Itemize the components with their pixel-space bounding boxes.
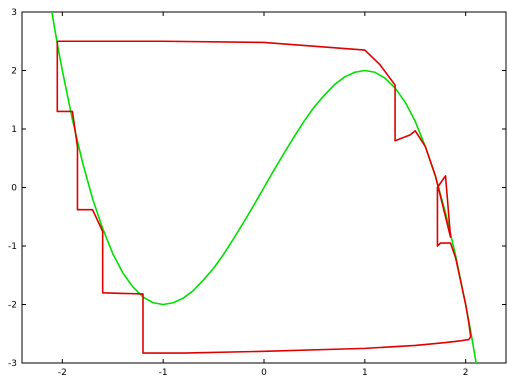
y-tick-label: -2: [8, 301, 17, 311]
x-tick-label: 1: [362, 368, 368, 376]
x-tick-label: -1: [159, 368, 168, 376]
y-tick-label: -3: [8, 359, 17, 369]
series-layer: [51, 12, 477, 363]
axis-ticks: -2 -1 0 1 2 -3 -2 -1 0 1 2 3: [8, 8, 506, 376]
x-tick-label: 2: [463, 368, 469, 376]
y-tick-label: 3: [11, 8, 17, 18]
series-line-cubic-curve: [51, 12, 477, 363]
x-tick-label: -2: [58, 368, 67, 376]
x-tick-label: 0: [261, 368, 267, 376]
y-tick-label: 1: [11, 125, 17, 135]
y-tick-label: 2: [11, 67, 17, 77]
series-line-trajectory: [56, 40, 472, 354]
y-tick-label: -1: [8, 242, 17, 252]
y-tick-label: 0: [11, 184, 17, 194]
